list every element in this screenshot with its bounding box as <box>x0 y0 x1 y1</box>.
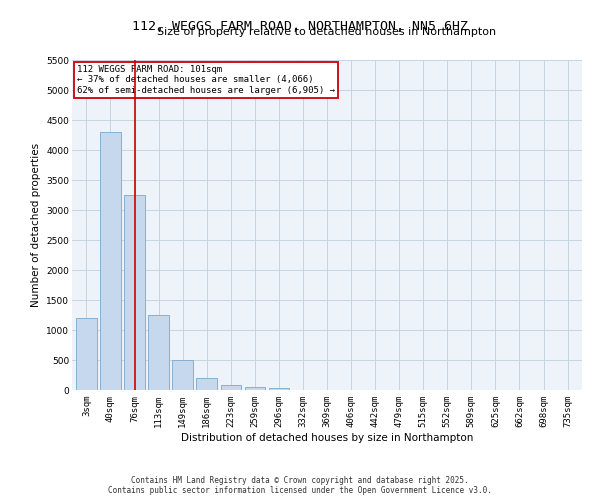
Bar <box>269 388 289 390</box>
Bar <box>148 315 169 390</box>
Text: Contains HM Land Registry data © Crown copyright and database right 2025.
Contai: Contains HM Land Registry data © Crown c… <box>108 476 492 495</box>
Bar <box>172 360 193 390</box>
Bar <box>221 384 241 390</box>
Bar <box>100 132 121 390</box>
Bar <box>76 318 97 390</box>
X-axis label: Distribution of detached houses by size in Northampton: Distribution of detached houses by size … <box>181 432 473 442</box>
Title: Size of property relative to detached houses in Northampton: Size of property relative to detached ho… <box>157 27 497 37</box>
Text: 112 WEGGS FARM ROAD: 101sqm
← 37% of detached houses are smaller (4,066)
62% of : 112 WEGGS FARM ROAD: 101sqm ← 37% of det… <box>77 65 335 95</box>
Bar <box>124 195 145 390</box>
Y-axis label: Number of detached properties: Number of detached properties <box>31 143 41 307</box>
Bar <box>196 378 217 390</box>
Text: 112, WEGGS FARM ROAD, NORTHAMPTON, NN5 6HZ: 112, WEGGS FARM ROAD, NORTHAMPTON, NN5 6… <box>132 20 468 33</box>
Bar <box>245 387 265 390</box>
